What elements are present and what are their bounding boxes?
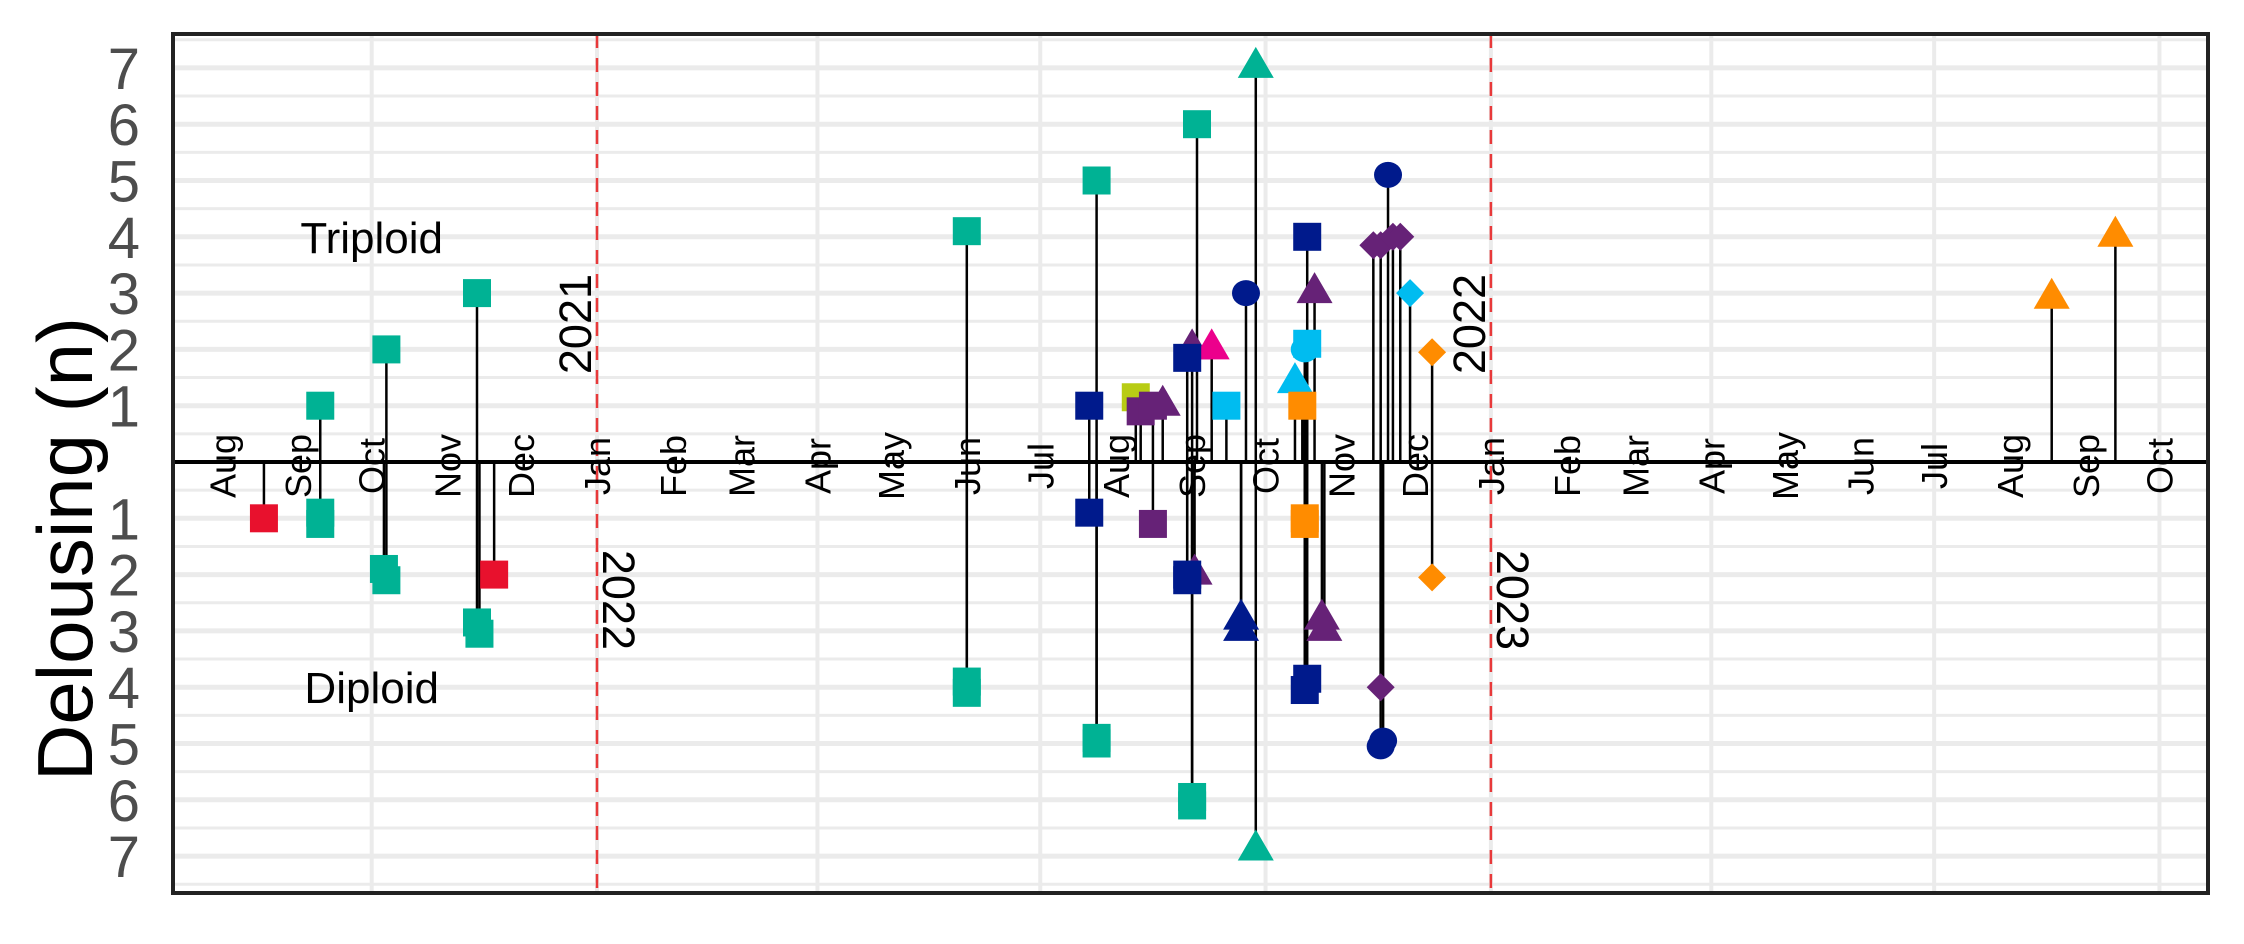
x-tick-label: Sep: [278, 434, 319, 498]
x-tick-label: Nov: [1321, 434, 1362, 498]
square-point: [952, 678, 981, 707]
y-tick-label: 6: [108, 769, 140, 834]
square-point: [306, 391, 335, 420]
x-tick-label: Jul: [1914, 443, 1955, 489]
diamond-point: [1366, 673, 1395, 702]
y-tick-label: 4: [108, 656, 140, 721]
square-point: [952, 217, 981, 246]
x-tick-label: Feb: [653, 435, 694, 497]
circle-point: [1231, 280, 1260, 307]
y-axis-title: Delousing (n): [21, 317, 109, 781]
square-point: [1173, 566, 1202, 595]
square-point: [1212, 391, 1241, 420]
triangle-point: [1237, 46, 1274, 78]
square-point: [306, 509, 335, 538]
x-tick-label: Apr: [797, 438, 838, 494]
y-tick-label: 6: [108, 93, 140, 158]
triangle-point: [2033, 277, 2070, 309]
y-tick-label: 7: [108, 37, 140, 102]
x-tick-labels: Aug Sep Oct Nov Dec Jan Feb Mar Apr May Jun Jul Aug S…: [202, 432, 2180, 500]
square-point: [1290, 676, 1319, 705]
group-annotation: Triploid: [300, 214, 443, 263]
square-point: [1178, 791, 1207, 820]
square-point: [1288, 391, 1317, 420]
x-tick-label: Jun: [947, 437, 988, 495]
triangle-point: [1223, 609, 1260, 641]
square-point: [1138, 391, 1167, 420]
x-tick-label: Sep: [2066, 434, 2107, 498]
x-tick-label: Dec: [501, 434, 542, 498]
annotations: Triploid Diploid: [300, 214, 443, 713]
triangle-point: [1276, 362, 1313, 394]
x-tick-label: Jan: [577, 437, 618, 495]
diamond-point: [1418, 338, 1447, 367]
y-tick-label: 1: [108, 487, 140, 552]
square-point: [1290, 509, 1319, 538]
points: [249, 46, 2134, 861]
y-tick-label: 5: [108, 713, 140, 778]
x-tick-label: Jul: [1020, 443, 1061, 489]
y-tick-label: 1: [108, 375, 140, 440]
triangle-point: [2097, 215, 2134, 247]
x-tick-label: Mar: [1615, 435, 1656, 497]
y-tick-label: 2: [108, 544, 140, 609]
circle-point: [1366, 733, 1395, 760]
circle-point: [1374, 161, 1403, 188]
x-tick-label: Oct: [352, 438, 393, 494]
x-tick-label: Aug: [202, 434, 243, 498]
square-point: [1082, 166, 1111, 195]
x-tick-label: Aug: [1096, 434, 1137, 498]
square-point: [465, 619, 494, 648]
x-tick-label: Oct: [1246, 438, 1287, 494]
year-label-above: 2021: [550, 274, 601, 374]
x-tick-label: May: [1765, 432, 1806, 500]
square-point: [372, 335, 401, 364]
diamond-point: [1386, 222, 1415, 251]
x-tick-label: Sep: [1172, 434, 1213, 498]
panel-border: [171, 32, 2210, 895]
y-tick-label: 4: [108, 206, 140, 271]
x-tick-label: Jun: [1841, 437, 1882, 495]
square-point: [1082, 729, 1111, 758]
square-point: [1173, 343, 1202, 372]
triangle-point: [1193, 328, 1230, 360]
x-tick-label: May: [871, 432, 912, 500]
diamond-point: [1418, 563, 1447, 592]
diamond-point: [1396, 279, 1425, 308]
square-point: [1075, 498, 1104, 527]
square-point: [1183, 110, 1212, 139]
square-point: [480, 560, 509, 589]
group-annotation: Diploid: [304, 664, 439, 713]
x-tick-label: Dec: [1395, 434, 1436, 498]
square-point: [1138, 509, 1167, 538]
y-tick-label: 5: [108, 150, 140, 215]
square-point: [249, 504, 278, 533]
y-tick-label: 3: [108, 600, 140, 665]
gridlines: [173, 34, 2208, 893]
square-point: [1075, 391, 1104, 420]
x-tick-label: Jan: [1471, 437, 1512, 495]
triangle-point: [1237, 829, 1274, 861]
square-point: [462, 279, 491, 308]
year-label-below: 2022: [593, 550, 644, 650]
year-labels: 2021 2022 2022 2023: [550, 274, 1538, 650]
x-tick-label: Oct: [2139, 438, 2180, 494]
x-tick-label: Aug: [1990, 434, 2031, 498]
year-label-above: 2022: [1444, 274, 1495, 374]
y-tick-label: 2: [108, 318, 140, 383]
x-tick-label: Feb: [1547, 435, 1588, 497]
y-tick-label: 3: [108, 262, 140, 327]
x-tick-label: Mar: [721, 435, 762, 497]
triangle-point: [1296, 272, 1333, 304]
triangle-point: [1306, 609, 1343, 641]
year-label-below: 2023: [1487, 550, 1538, 650]
square-point: [372, 566, 401, 595]
x-tick-label: Apr: [1691, 438, 1732, 494]
y-tick-label: 7: [108, 825, 140, 890]
square-point: [1293, 222, 1322, 251]
x-tick-label: Nov: [428, 434, 469, 498]
square-point: [1293, 329, 1322, 358]
